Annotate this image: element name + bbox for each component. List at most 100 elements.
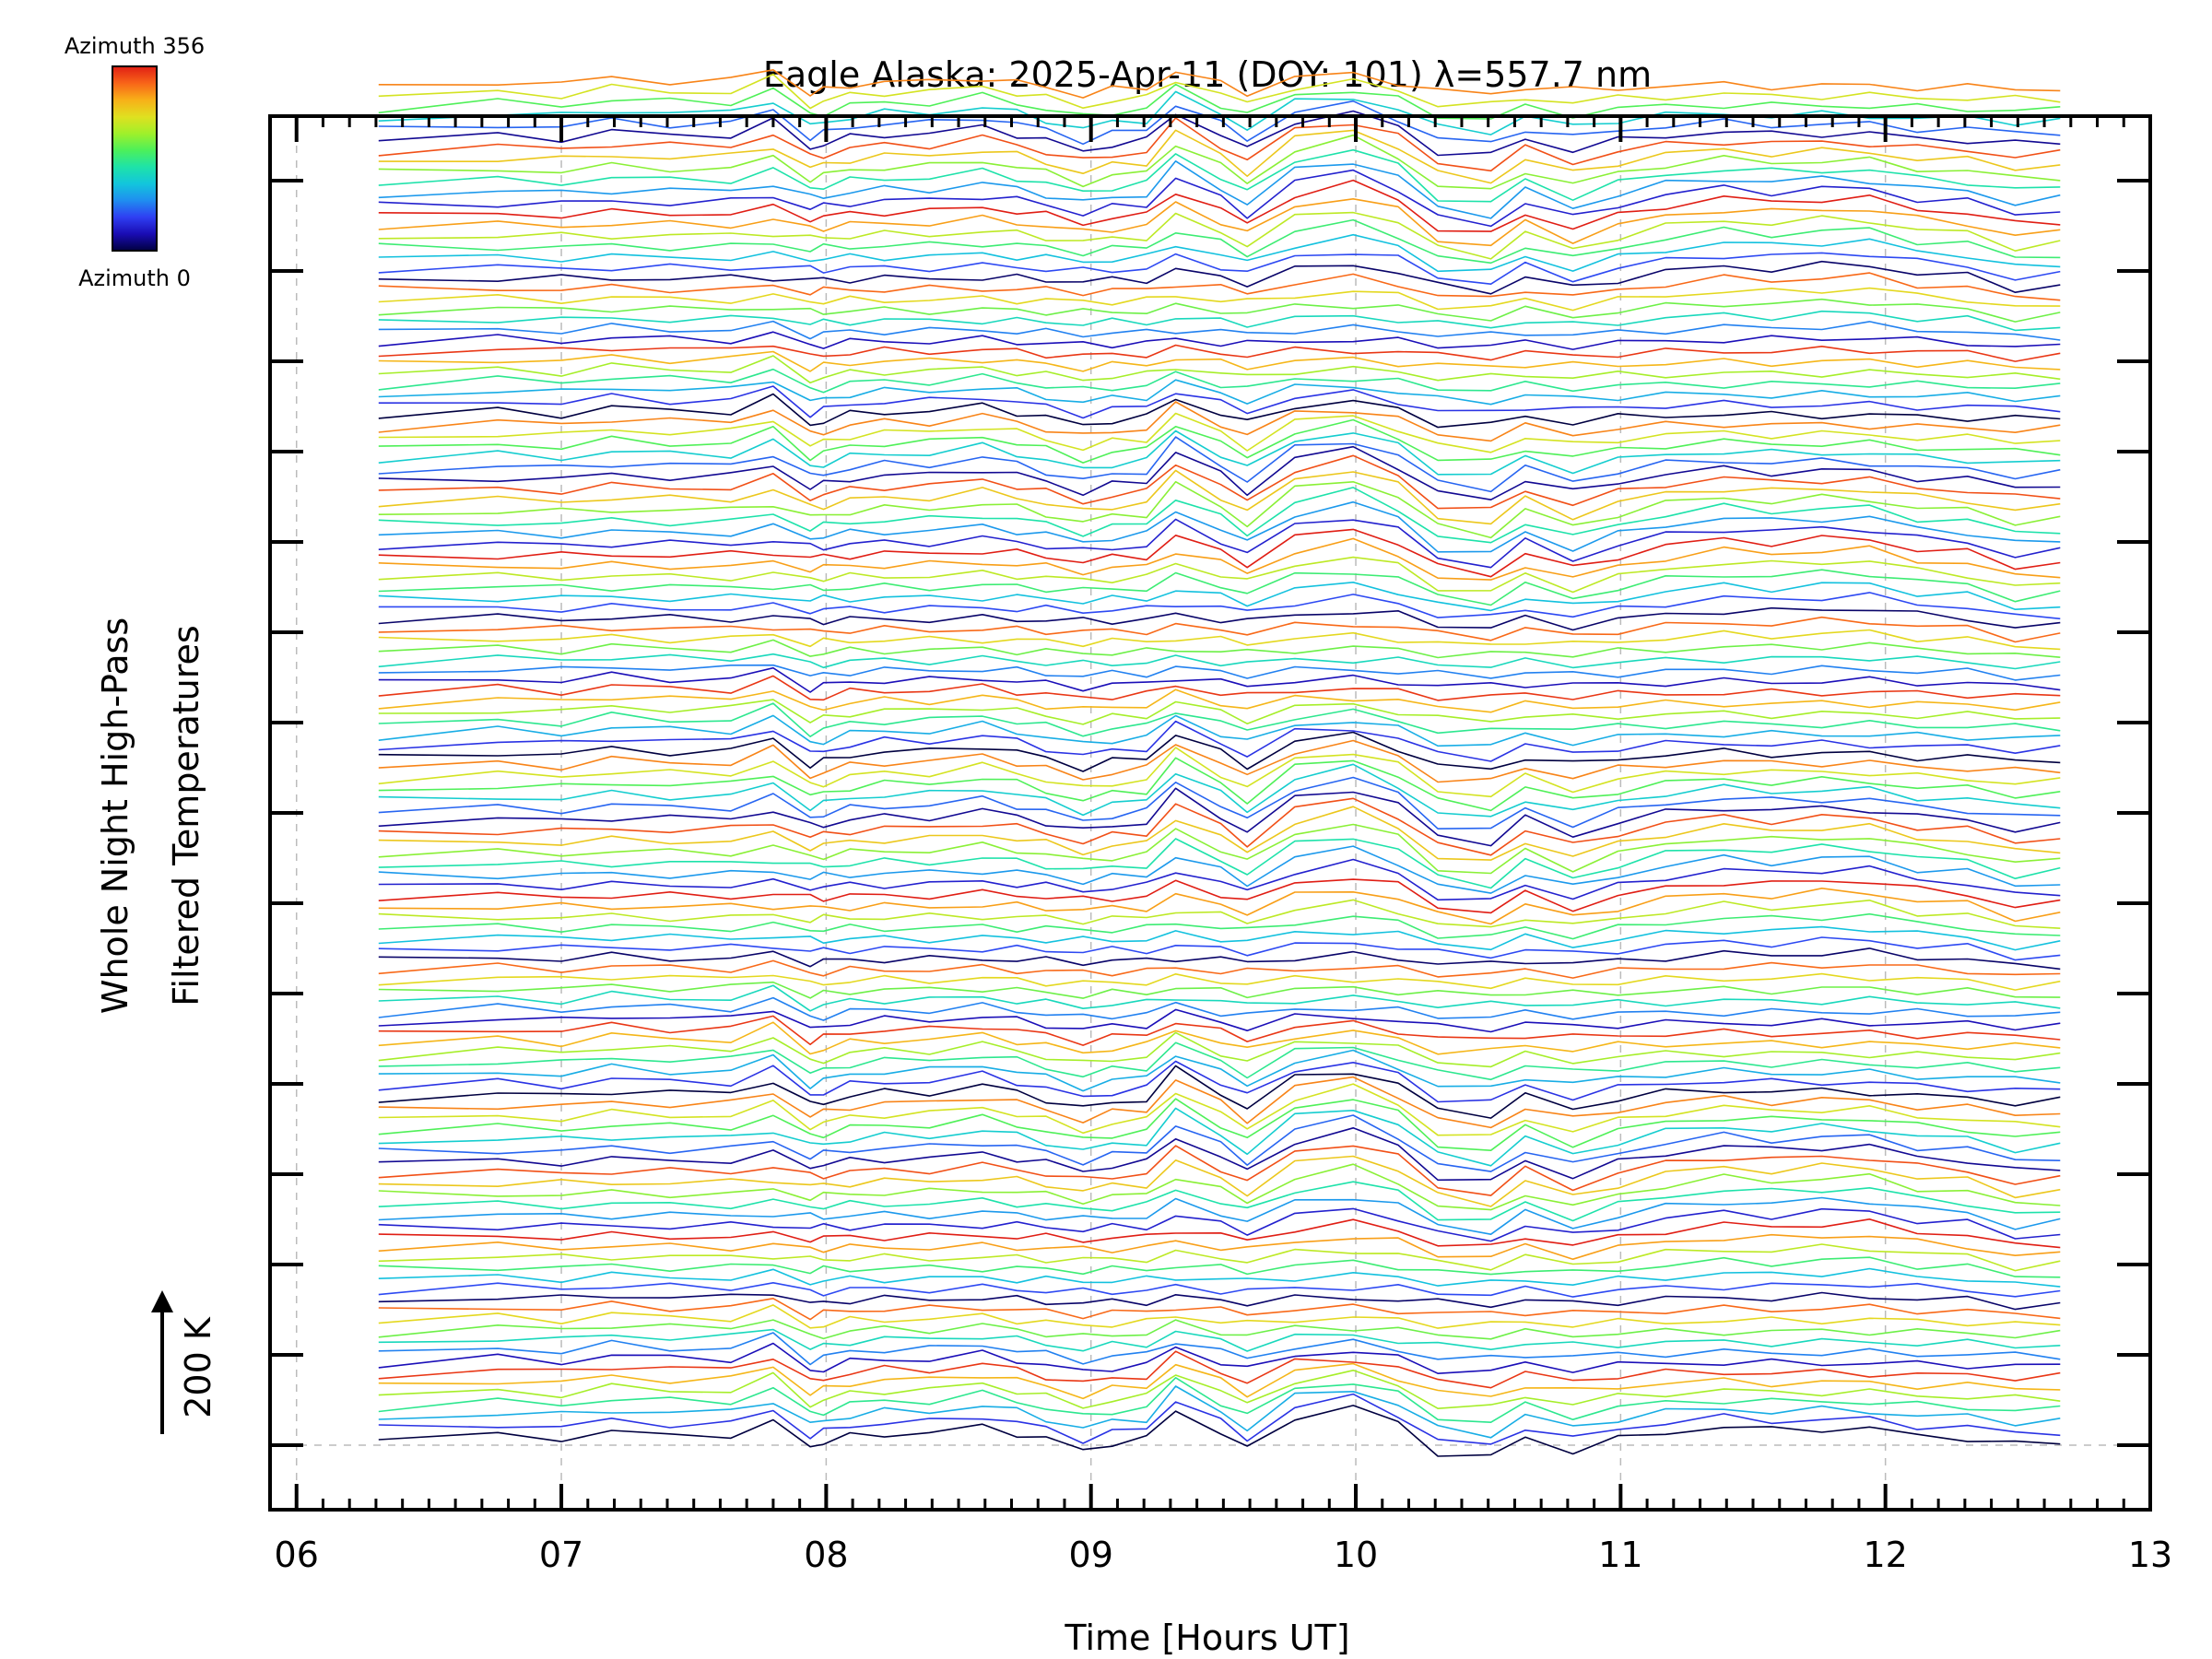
azimuth-trace-line	[378, 418, 2061, 464]
azimuth-trace-line	[378, 1405, 2061, 1457]
azimuth-trace-line	[378, 1207, 2061, 1242]
azimuth-trace-line	[378, 845, 2061, 894]
azimuth-trace-line	[378, 454, 2061, 510]
azimuth-trace-line	[378, 528, 2061, 578]
azimuth-trace-line	[378, 1031, 2061, 1068]
x-tick-label: 12	[1863, 1535, 1907, 1575]
azimuth-trace-line	[378, 393, 2061, 429]
azimuth-trace-line	[378, 198, 2061, 247]
azimuth-trace-line	[378, 981, 2061, 999]
azimuth-trace-line	[378, 73, 2061, 110]
azimuth-trace-line	[378, 838, 2061, 889]
azimuth-trace-line	[378, 699, 2061, 725]
azimuth-trace-line	[378, 117, 2061, 172]
azimuth-trace-line	[378, 537, 2061, 581]
azimuth-trace-line	[378, 1181, 2061, 1222]
azimuth-trace-line	[378, 344, 2061, 362]
x-tick-label: 10	[1334, 1535, 1378, 1575]
azimuth-trace-line	[378, 252, 2061, 286]
scale-bar-arrowhead	[151, 1290, 173, 1312]
colorbar-top-label: Azimuth 356	[65, 33, 205, 59]
azimuth-trace-line	[378, 1267, 2061, 1288]
azimuth-trace-line	[378, 1332, 2061, 1366]
azimuth-trace-line	[378, 211, 2061, 260]
azimuth-trace-line	[378, 1049, 2061, 1092]
azimuth-trace-line	[378, 664, 2061, 681]
x-tick-label: 07	[539, 1535, 583, 1575]
x-axis-label: Time [Hours UT]	[1064, 1618, 1349, 1658]
azimuth-trace-line	[378, 1041, 2061, 1081]
azimuth-trace-line	[378, 1328, 2061, 1352]
azimuth-trace-line	[378, 1107, 2061, 1167]
azimuth-trace-line	[378, 379, 2061, 406]
azimuth-trace-line	[378, 445, 2061, 501]
azimuth-trace-line	[378, 653, 2061, 670]
colorbar-gradient	[112, 65, 158, 252]
azimuth-trace-line	[378, 569, 2061, 606]
azimuth-trace-line	[378, 936, 2061, 961]
azimuth-trace-line	[378, 787, 2061, 847]
azimuth-trace-line	[378, 134, 2061, 190]
azimuth-trace-line	[378, 1243, 2061, 1272]
azimuth-trace-line	[378, 959, 2061, 979]
azimuth-trace-line	[378, 1370, 2061, 1409]
scale-bar: 200 K	[151, 1290, 218, 1434]
azimuth-trace-line	[378, 776, 2061, 830]
azimuth-trace-line	[378, 972, 2061, 991]
azimuth-trace-line	[378, 675, 2061, 701]
azimuth-trace-line	[378, 878, 2061, 914]
azimuth-trace-line	[378, 1298, 2061, 1321]
azimuth-trace-line	[378, 218, 2061, 265]
azimuth-trace-line	[378, 1218, 2061, 1249]
x-tick-label: 08	[804, 1535, 848, 1575]
azimuth-trace-line	[378, 1350, 2061, 1389]
azimuth-trace-line	[378, 714, 2061, 747]
azimuth-trace-line	[378, 355, 2061, 384]
colorbar-bottom-label: Azimuth 0	[78, 265, 191, 291]
azimuth-trace-line	[378, 401, 2061, 442]
azimuth-trace-line	[378, 1127, 2061, 1182]
y-axis-label-line-1: Whole Night High-Pass	[95, 618, 135, 1014]
azimuth-trace-line	[378, 702, 2061, 738]
x-tick-label: 11	[1598, 1535, 1642, 1575]
azimuth-trace-line	[378, 757, 2061, 812]
azimuth-trace-line	[378, 1060, 2061, 1103]
azimuth-trace-line	[378, 984, 2061, 1012]
azimuth-trace-line	[378, 763, 2061, 818]
azimuth-trace-line	[378, 912, 2061, 940]
azimuth-trace-line	[378, 925, 2061, 951]
azimuth-trace-line	[378, 83, 2061, 120]
x-tick-label: 13	[2128, 1535, 2172, 1575]
azimuth-trace-line	[378, 797, 2061, 856]
azimuth-trace-line	[378, 1015, 2061, 1046]
azimuth-trace-line	[378, 1098, 2061, 1151]
colorbar: Azimuth 356 Azimuth 0	[65, 33, 205, 291]
azimuth-trace-line	[378, 469, 2061, 525]
azimuth-trace-line	[378, 720, 2061, 762]
azimuth-trace-line	[378, 823, 2061, 875]
azimuth-trace-line	[378, 480, 2061, 539]
azimuth-trace-line	[378, 629, 2061, 651]
trace-lines	[378, 69, 2061, 1457]
azimuth-trace-line	[378, 739, 2061, 783]
azimuth-trace-line	[378, 1233, 2061, 1260]
x-tick-label: 06	[275, 1535, 319, 1575]
chart-title: Eagle Alaska: 2025-Apr-11 (DOY: 101) λ=5…	[763, 54, 1652, 95]
azimuth-trace-line	[378, 899, 2061, 929]
azimuth-trace-line	[378, 1008, 2061, 1033]
azimuth-trace-line	[378, 148, 2061, 203]
x-tick-label: 09	[1069, 1535, 1113, 1575]
azimuth-trace-line	[378, 606, 2061, 631]
azimuth-trace-line	[378, 429, 2061, 476]
azimuth-trace-line	[378, 1256, 2061, 1278]
azimuth-trace-line	[378, 666, 2061, 693]
azimuth-trace-line	[378, 639, 2061, 659]
azimuth-trace-line	[378, 233, 2061, 273]
azimuth-trace-line	[378, 1021, 2061, 1055]
azimuth-trace-line	[378, 747, 2061, 798]
azimuth-trace-line	[378, 1304, 2061, 1329]
azimuth-trace-line	[378, 887, 2061, 925]
azimuth-trace-line	[378, 260, 2061, 295]
azimuth-trace-line	[378, 1196, 2061, 1235]
azimuth-trace-line	[378, 500, 2061, 553]
